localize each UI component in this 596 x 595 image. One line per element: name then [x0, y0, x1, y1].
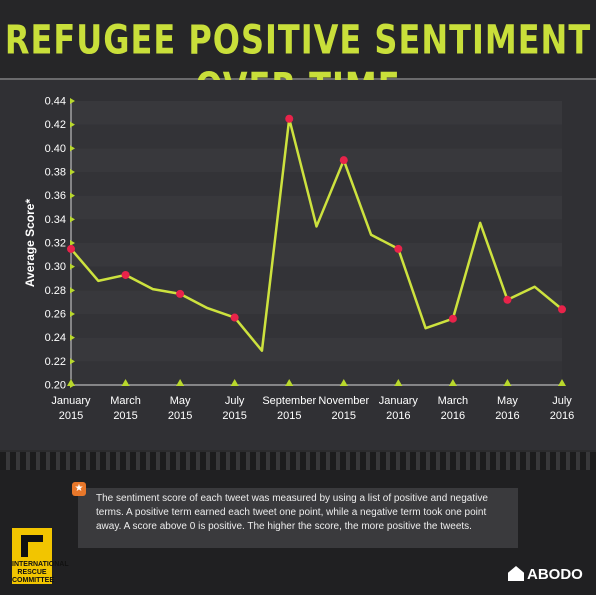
y-tick-label: 0.22 — [45, 356, 66, 368]
y-axis-label: Average Score* — [23, 199, 37, 288]
data-point — [558, 305, 566, 314]
y-tick-label: 0.20 — [45, 380, 66, 392]
data-point — [503, 295, 512, 304]
y-tick-label: 0.24 — [45, 332, 66, 344]
x-tick-label-month: July — [552, 395, 572, 407]
data-point — [394, 244, 403, 253]
y-tick-marker — [70, 263, 75, 270]
x-tick-label-year: 2016 — [441, 410, 465, 422]
abodo-text: ABODO — [527, 566, 583, 583]
data-point — [285, 114, 294, 123]
y-tick-marker — [70, 240, 75, 246]
x-tick-label-year: 2015 — [332, 410, 356, 422]
data-point — [121, 270, 130, 279]
data-point — [230, 313, 239, 322]
y-tick-label: 0.40 — [45, 143, 66, 155]
grid-band — [71, 124, 562, 149]
x-tick-marker — [121, 379, 130, 386]
house-icon — [508, 566, 524, 581]
data-point — [176, 289, 185, 298]
x-tick-marker — [503, 379, 512, 386]
x-tick-label-year: 2016 — [495, 410, 519, 422]
x-tick-marker — [339, 379, 348, 386]
x-tick-label-year: 2015 — [113, 410, 137, 422]
grid-band — [71, 337, 562, 362]
y-tick-label: 0.26 — [45, 309, 66, 321]
star-icon: ★ — [72, 482, 86, 496]
x-tick-label-year: 2016 — [550, 410, 574, 422]
y-tick-marker — [70, 334, 75, 341]
grid-band — [71, 101, 562, 125]
grid-band — [71, 290, 562, 314]
grid-band — [71, 361, 562, 385]
x-tick-label-month: May — [497, 395, 518, 407]
y-tick-marker — [70, 311, 75, 317]
x-tick-marker — [394, 379, 403, 386]
x-tick-label-year: 2015 — [168, 410, 192, 422]
x-tick-marker — [285, 379, 294, 386]
x-tick-label-month: March — [438, 395, 469, 407]
y-tick-marker — [70, 121, 75, 128]
grid-band — [71, 314, 562, 338]
x-tick-marker — [67, 379, 75, 386]
y-tick-label: 0.30 — [45, 261, 66, 273]
grid-band — [71, 148, 562, 172]
y-tick-label: 0.28 — [45, 285, 66, 297]
grid-band — [71, 219, 562, 243]
x-tick-label-month: March — [110, 395, 141, 407]
header: REFUGEE POSITIVE SENTIMENT OVER TIME — [0, 0, 596, 111]
x-tick-label-month: May — [170, 395, 191, 407]
x-tick-label-month: January — [51, 395, 91, 407]
y-tick-label: 0.34 — [45, 214, 66, 226]
x-tick-label-year: 2015 — [277, 410, 301, 422]
methodology-note: ★ The sentiment score of each tweet was … — [72, 482, 518, 548]
grid-band — [71, 172, 562, 196]
series-line — [70, 117, 563, 352]
x-tick-marker — [230, 379, 239, 386]
x-tick-marker — [176, 379, 185, 386]
y-tick-marker — [70, 287, 75, 294]
x-tick-label-month: November — [318, 395, 369, 407]
line-chart: 0.20 0.22 0.24 0.26 0.28 0.30 0.32 0.34 0.36 0.38… — [23, 96, 574, 423]
x-tick-label-year: 2015 — [59, 410, 83, 422]
grid-band — [71, 243, 562, 267]
x-tick-label-year: 2015 — [222, 410, 246, 422]
grid-band — [71, 266, 562, 291]
y-tick-label: 0.36 — [45, 190, 66, 202]
grid-band — [71, 195, 562, 220]
data-point — [448, 314, 457, 323]
x-tick-marker — [448, 379, 457, 386]
y-tick-marker — [70, 169, 75, 175]
y-tick-label: 0.32 — [45, 238, 66, 250]
irc-logo-mark — [21, 535, 43, 557]
data-point — [67, 244, 75, 253]
y-tick-label: 0.42 — [45, 119, 66, 131]
irc-logo: INTERNATIONAL RESCUE COMMITTEE — [12, 528, 69, 584]
y-tick-marker — [70, 98, 75, 104]
x-tick-label-month: September — [262, 395, 316, 407]
x-tick-label-month: July — [225, 395, 245, 407]
y-tick-marker — [70, 145, 75, 152]
y-tick-marker — [70, 216, 75, 223]
x-tick-label-year: 2016 — [386, 410, 410, 422]
note-text: The sentiment score of each tweet was me… — [96, 493, 488, 532]
x-tick-label-month: January — [379, 395, 419, 407]
chain-divider — [0, 452, 596, 470]
irc-logo-text: INTERNATIONAL RESCUE COMMITTEE — [12, 561, 69, 584]
y-tick-label: 0.44 — [45, 96, 66, 108]
chart-title: REFUGEE POSITIVE SENTIMENT OVER TIME — [4, 16, 592, 111]
y-tick-marker — [70, 192, 75, 199]
y-tick-marker — [70, 358, 75, 365]
abodo-brand: ABODO — [508, 565, 583, 585]
y-tick-label: 0.38 — [45, 167, 66, 179]
data-point — [339, 156, 348, 165]
x-tick-marker — [558, 379, 566, 386]
